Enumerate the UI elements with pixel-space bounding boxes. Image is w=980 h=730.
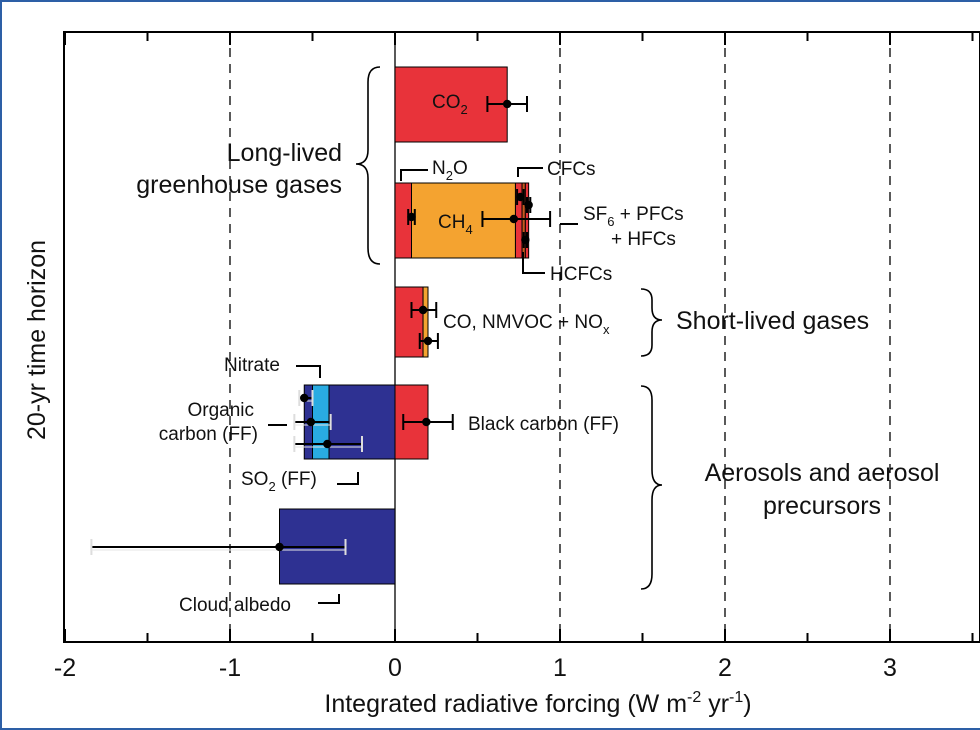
data-point — [521, 235, 530, 245]
x-tick-label: 0 — [388, 654, 402, 682]
error-bars — [90, 96, 552, 555]
y-axis-title: 20-yr time horizon — [23, 240, 51, 440]
data-point — [422, 417, 431, 427]
cfcs-label: CFCs — [547, 159, 596, 180]
data-point — [509, 214, 518, 224]
long-lived-label-line2: greenhouse gases — [136, 171, 342, 199]
long-lived-label-line1: Long-lived — [227, 139, 342, 167]
data-point — [407, 212, 416, 222]
data-point — [275, 542, 284, 552]
co2-label: CO2 — [432, 92, 468, 117]
leader-lines — [268, 167, 578, 604]
short-lived-label: Short-lived gases — [676, 307, 869, 335]
bar-segment — [411, 182, 516, 259]
x-tick-label: 1 — [553, 654, 567, 682]
x-tick-label: -2 — [54, 654, 76, 682]
sf6-pfcs-label: SF6 + PFCs — [583, 204, 684, 229]
x-tick-label: 2 — [718, 654, 732, 682]
organic-carbon-label-line1: Organic — [187, 400, 254, 421]
organic-carbon-label-line2: carbon (FF) — [159, 424, 258, 445]
data-point — [418, 305, 428, 315]
ch4-label: CH4 — [438, 212, 473, 237]
so2-label: SO2 (FF) — [241, 469, 317, 494]
hfcs-label: + HFCs — [611, 229, 676, 250]
aerosols-brace — [640, 385, 663, 590]
axis-ticks — [64, 32, 974, 642]
black-carbon-label: Black carbon (FF) — [468, 414, 619, 435]
x-axis-title: Integrated radiative forcing (W m-2 yr-1… — [324, 689, 751, 718]
aerosols-label-line1: Aerosols and aerosol — [705, 459, 940, 487]
data-point — [300, 393, 309, 403]
hcfcs-label: HCFCs — [550, 264, 612, 285]
data-point — [503, 99, 512, 109]
aerosols-label-line2: precursors — [763, 492, 881, 520]
n2o-label: N2O — [432, 158, 468, 183]
bar-segment — [524, 182, 530, 259]
co-nmvoc-nox-label: CO, NMVOC + NOx — [443, 312, 610, 337]
cloud-albedo-label: Cloud albedo — [179, 595, 291, 616]
short-lived-brace — [640, 288, 663, 357]
x-tick-label: -1 — [219, 654, 241, 682]
data-point — [423, 336, 433, 346]
x-tick-label: 3 — [883, 654, 897, 682]
nitrate-label: Nitrate — [224, 355, 280, 376]
data-point — [516, 192, 525, 202]
group-braces — [355, 66, 663, 590]
data-point — [524, 200, 533, 210]
x-tick-labels: -2 -1 0 1 2 3 — [54, 654, 897, 682]
long-lived-brace — [355, 66, 381, 265]
bar-segment — [422, 286, 429, 358]
data-point — [323, 439, 332, 449]
plot-frame — [63, 31, 980, 643]
data-point — [306, 417, 316, 427]
